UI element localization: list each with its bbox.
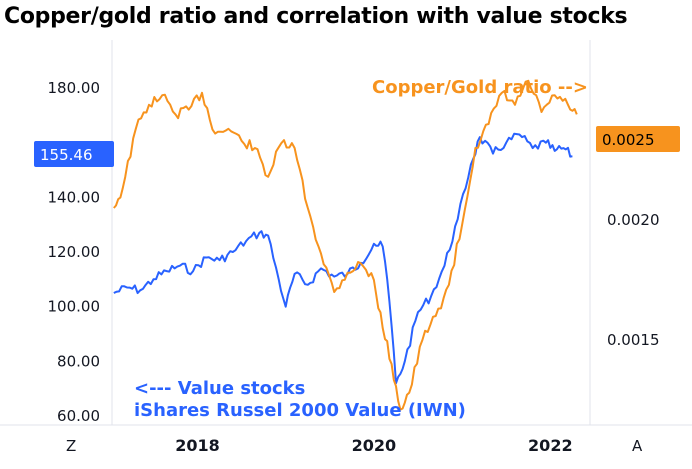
copper-gold-annotation: Copper/Gold ratio --> [372,77,588,98]
x-tick-label: 2018 [175,436,220,455]
auto-scale-right-button[interactable]: A [620,430,660,460]
left-price-badge-value: 155.46 [40,146,93,164]
copper-gold-line [113,79,578,411]
left-y-tick-label: 60.00 [57,407,100,425]
left-control-label: Z [66,437,76,455]
right-control-label: A [632,437,643,455]
right-price-badge: 0.0025 [596,126,680,152]
x-tick-label: 2020 [352,436,397,455]
left-y-tick-label: 180.00 [48,79,101,97]
x-axis: 2018 2020 2022 [175,436,572,455]
left-price-badge: 155.46 [34,141,114,167]
left-y-tick-label: 120.00 [48,243,101,261]
left-y-axis: 180.00 140.00 120.00 100.00 80.00 60.00 [48,79,101,425]
right-y-axis: 0.0020 0.0015 [607,211,660,349]
right-price-badge-value: 0.0025 [602,131,655,149]
right-y-tick-label: 0.0020 [607,211,660,229]
left-y-tick-label: 100.00 [48,298,101,316]
value-stocks-annotation-line2: iShares Russel 2000 Value (IWN) [134,400,466,421]
x-tick-label: 2022 [528,436,573,455]
left-y-tick-label: 140.00 [48,188,101,206]
value-stocks-annotation-line1: <--- Value stocks [134,378,305,399]
auto-scale-left-button[interactable]: Z [52,430,92,460]
value-stocks-line [113,132,573,385]
left-y-tick-label: 80.00 [57,352,100,370]
chart-title: Copper/gold ratio and correlation with v… [4,4,628,29]
right-y-tick-label: 0.0015 [607,331,660,349]
